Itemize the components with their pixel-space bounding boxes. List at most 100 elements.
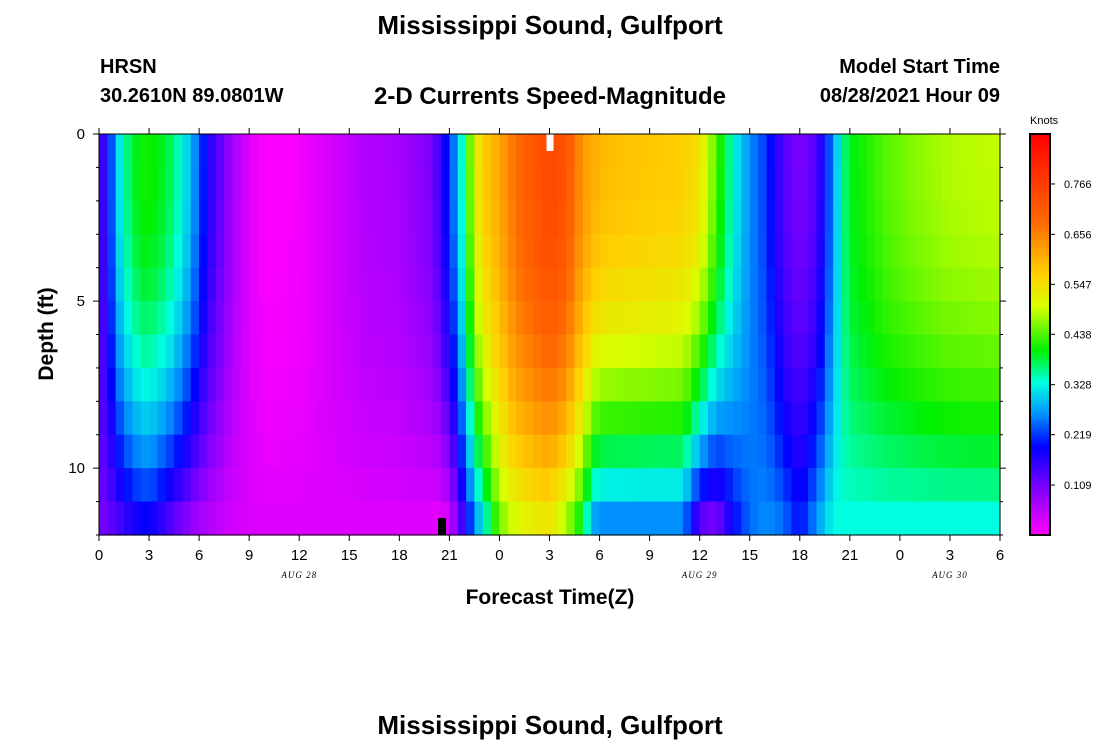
heatmap-cell	[107, 468, 117, 503]
heatmap-cell	[299, 167, 309, 202]
heatmap-cell	[499, 301, 509, 336]
heatmap-cell	[499, 367, 509, 402]
heatmap-cell	[165, 501, 175, 536]
heatmap-cell	[374, 167, 384, 202]
heatmap-cell	[124, 200, 133, 235]
heatmap-cell	[299, 200, 309, 235]
heatmap-cell	[441, 367, 450, 402]
heatmap-cell	[708, 334, 717, 369]
heatmap-cell	[507, 234, 517, 269]
heatmap-cell	[899, 234, 909, 269]
heatmap-cell	[99, 501, 108, 536]
heatmap-cell	[991, 200, 1001, 235]
heatmap-cell	[441, 468, 450, 503]
heatmap-cell	[115, 267, 125, 302]
heatmap-cell	[749, 301, 759, 336]
heatmap-cell	[324, 367, 334, 402]
heatmap-cell	[357, 334, 367, 369]
heatmap-cell	[107, 134, 117, 169]
heatmap-cell	[899, 334, 909, 369]
heatmap-cell	[974, 234, 984, 269]
heatmap-cell	[733, 401, 742, 436]
heatmap-cell	[616, 401, 626, 436]
heatmap-cell	[883, 234, 893, 269]
x-tick-label: 6	[996, 547, 1004, 564]
heatmap-cell	[399, 334, 409, 369]
heatmap-cell	[924, 267, 934, 302]
heatmap-cell	[591, 367, 601, 402]
heatmap-cell	[449, 267, 459, 302]
heatmap-cell	[808, 167, 818, 202]
heatmap-cell	[207, 200, 217, 235]
heatmap-cell	[315, 167, 325, 202]
heatmap-cell	[682, 468, 692, 503]
heatmap-cell	[215, 167, 225, 202]
heatmap-cell	[808, 267, 818, 302]
heatmap-cell	[774, 200, 784, 235]
heatmap-cell	[224, 401, 234, 436]
heatmap-cell	[349, 134, 359, 169]
heatmap-cell	[758, 501, 767, 536]
colorbar-tick-label: 0.766	[1064, 179, 1092, 191]
heatmap-cell	[432, 434, 442, 469]
heatmap-cell	[574, 267, 584, 302]
heatmap-cell	[524, 200, 534, 235]
heatmap-cell	[958, 301, 968, 336]
heatmap-cell	[833, 167, 843, 202]
heatmap-cell	[466, 501, 476, 536]
heatmap-cell	[874, 301, 884, 336]
heatmap-cell	[532, 267, 542, 302]
heatmap-cell	[641, 234, 651, 269]
heatmap-cell	[599, 234, 609, 269]
heatmap-cell	[833, 401, 843, 436]
heatmap-cell	[524, 434, 534, 469]
heatmap-cell	[883, 501, 893, 536]
heatmap-cell	[866, 367, 876, 402]
heatmap-cell	[941, 301, 951, 336]
heatmap-cell	[365, 434, 375, 469]
heatmap-cell	[908, 267, 918, 302]
heatmap-cell	[532, 334, 542, 369]
heatmap-cell	[724, 401, 734, 436]
heatmap-cell	[941, 334, 951, 369]
heatmap-cell	[474, 501, 484, 536]
heatmap-cell	[390, 367, 400, 402]
heatmap-cell	[682, 501, 692, 536]
heatmap-cell	[682, 200, 692, 235]
heatmap-cell	[107, 501, 117, 536]
heatmap-cell	[416, 334, 425, 369]
heatmap-cell	[733, 167, 742, 202]
heatmap-cell	[824, 468, 834, 503]
heatmap-cell	[249, 301, 259, 336]
heatmap-cells	[99, 134, 1001, 536]
heatmap-cell	[482, 367, 492, 402]
heatmap-cell	[791, 468, 801, 503]
heatmap-cell	[282, 267, 292, 302]
heatmap-cell	[516, 401, 526, 436]
heatmap-cell	[549, 501, 559, 536]
heatmap-cell	[774, 334, 784, 369]
heatmap-cell	[966, 367, 976, 402]
heatmap-cell	[299, 434, 309, 469]
heatmap-cell	[399, 200, 409, 235]
heatmap-cell	[132, 134, 142, 169]
heatmap-cell	[332, 468, 342, 503]
heatmap-cell	[449, 401, 459, 436]
heatmap-cell	[674, 134, 684, 169]
heatmap-cell	[240, 401, 250, 436]
heatmap-cell	[566, 200, 576, 235]
heatmap-cell	[941, 267, 951, 302]
heatmap-cell	[274, 367, 284, 402]
heatmap-cell	[733, 200, 742, 235]
heatmap-cell	[624, 134, 634, 169]
heatmap-cell	[374, 468, 384, 503]
heatmap-cell	[482, 301, 492, 336]
heatmap-cell	[466, 167, 476, 202]
heatmap-cell	[224, 267, 234, 302]
heatmap-cell	[974, 501, 984, 536]
heatmap-cell	[699, 501, 709, 536]
heatmap-cell	[165, 134, 175, 169]
heatmap-cell	[799, 468, 809, 503]
heatmap-cell	[424, 200, 434, 235]
colorbar-ticks: 0.109 0.219 0.328 0.438 0.547 0.656 0.766	[1050, 179, 1092, 492]
